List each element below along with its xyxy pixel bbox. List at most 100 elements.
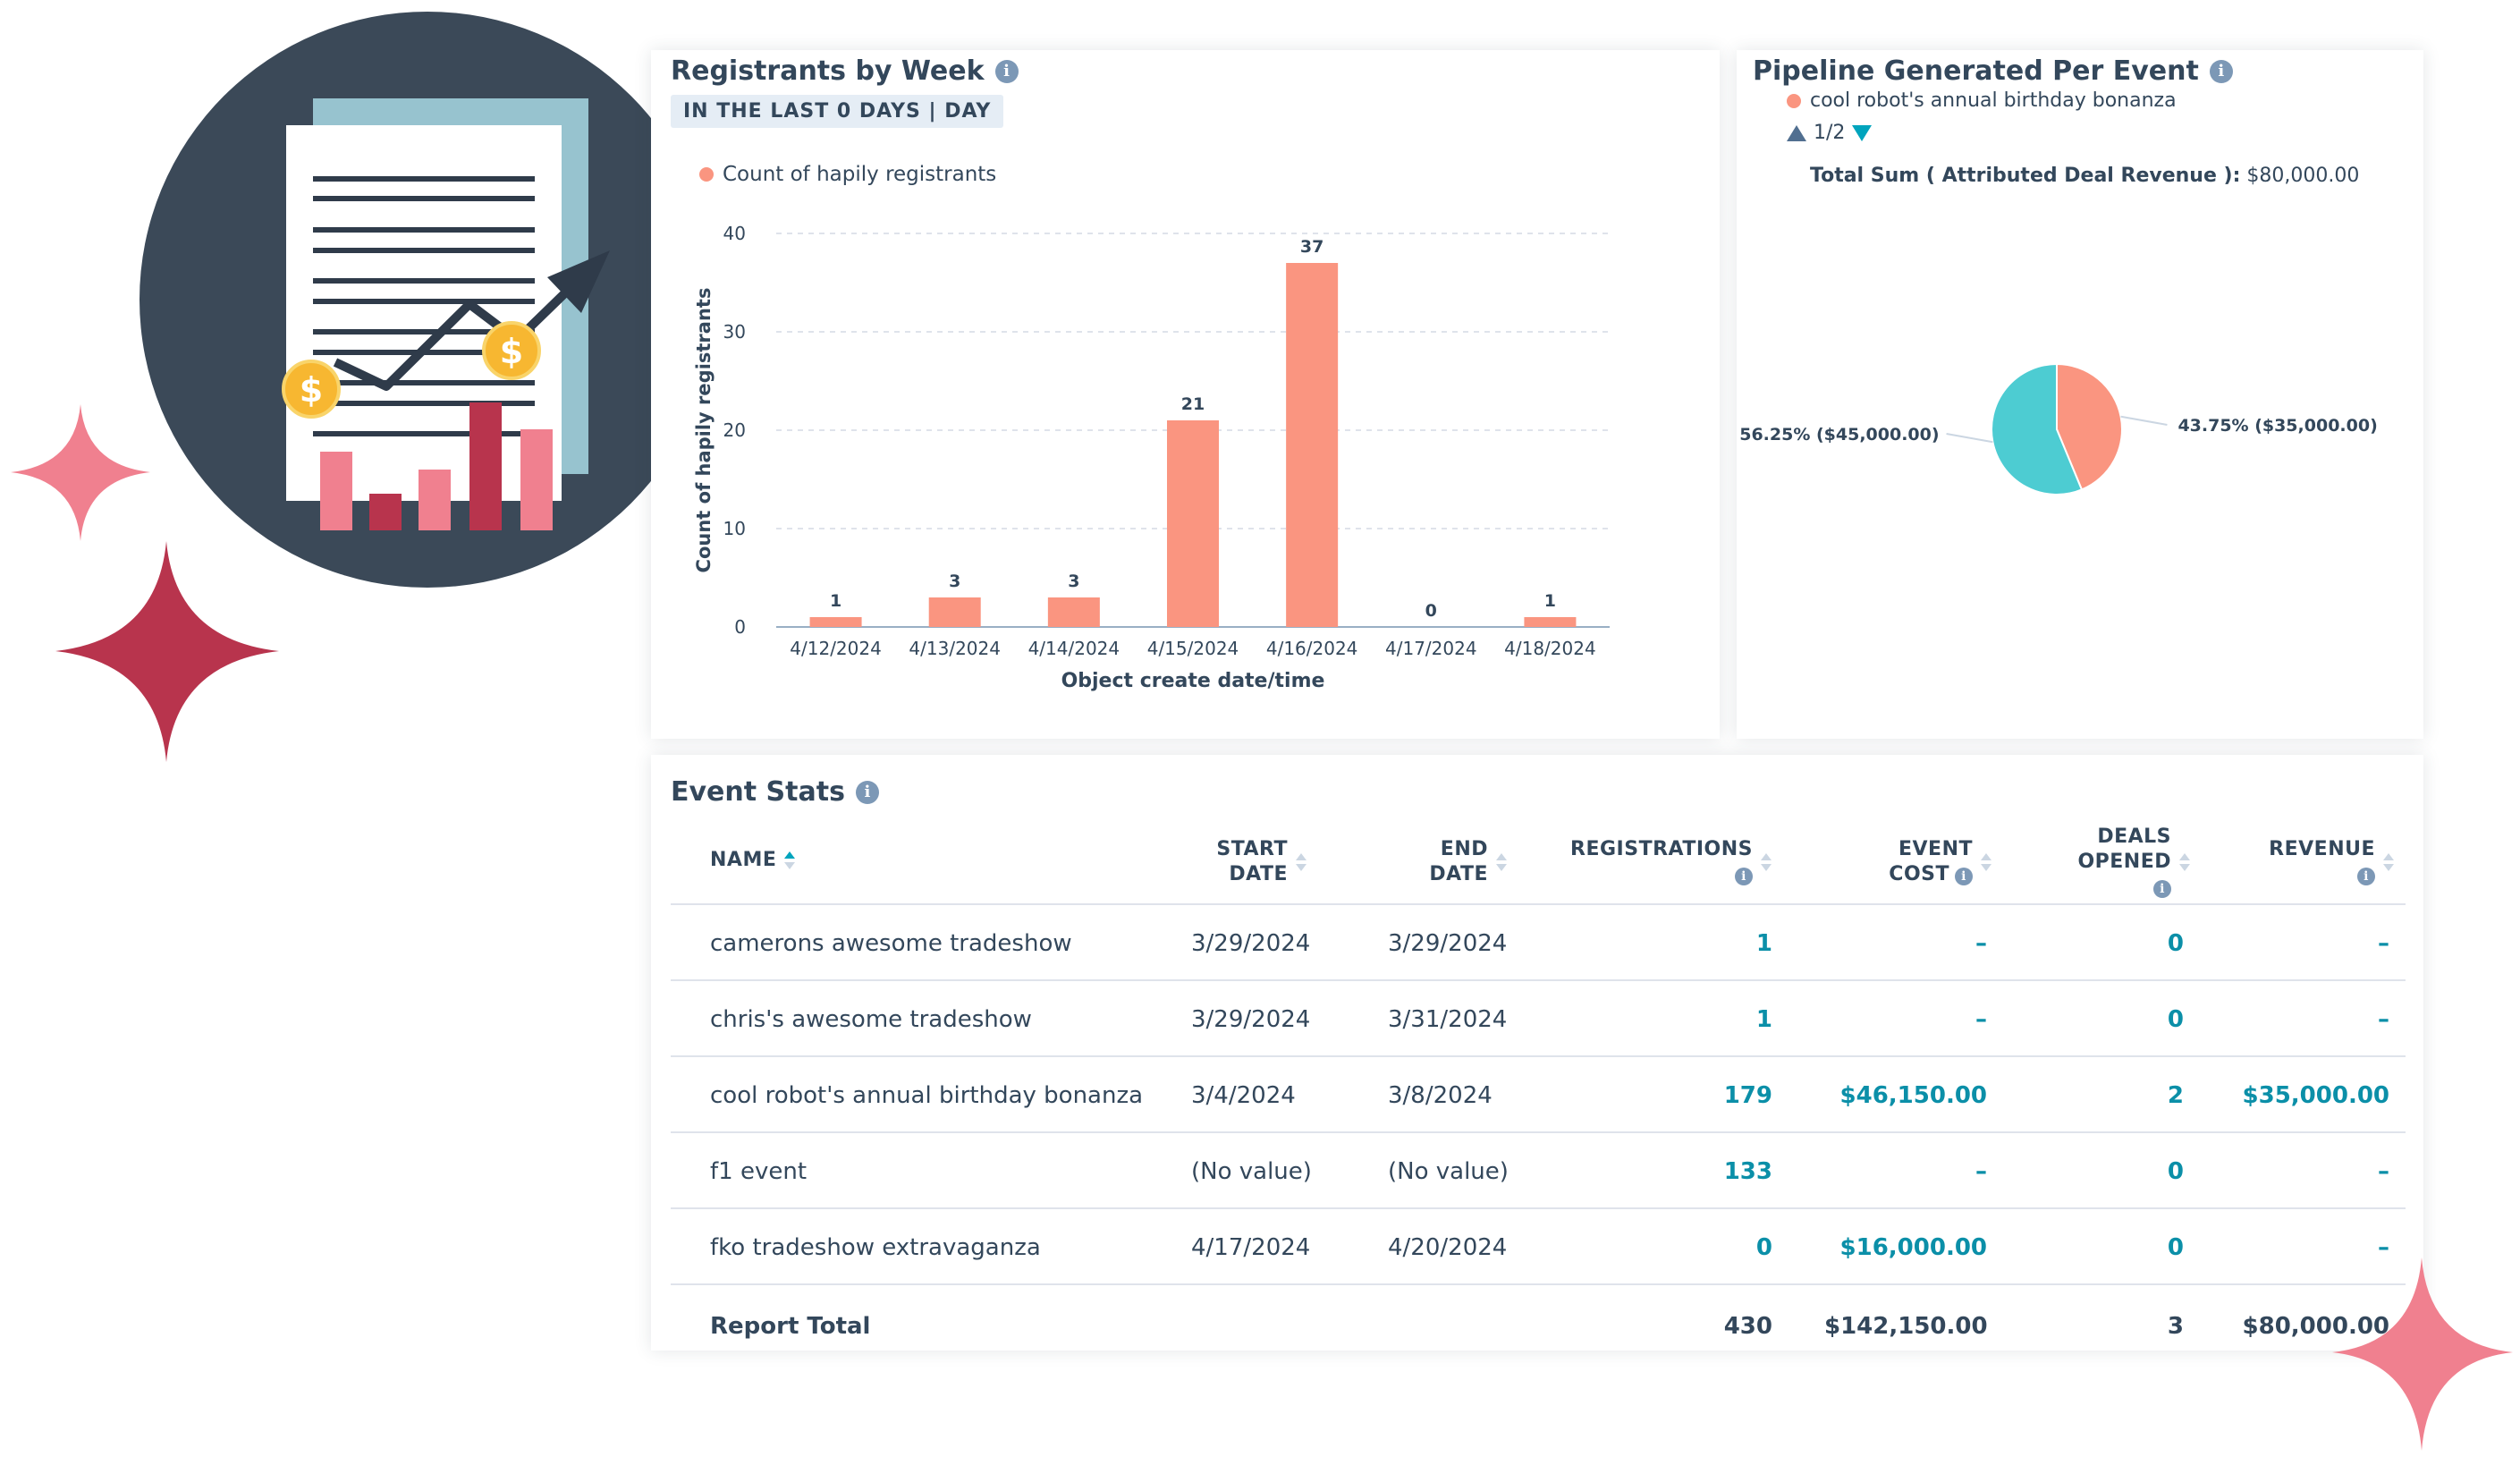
registrations-cell[interactable]: 0 [1755,1234,1772,1261]
registrants-card: Registrants by Week i IN THE LAST 0 DAYS… [651,50,1720,739]
bar-value-label: 0 [1425,601,1437,621]
revenue-cell[interactable]: – [2378,930,2389,957]
event-name-cell[interactable]: f1 event [710,1158,808,1185]
legend-swatch [699,167,714,182]
info-icon[interactable]: i [855,780,879,804]
pager-prev-icon[interactable] [1787,124,1806,141]
info-icon[interactable]: i [2357,868,2375,885]
column-header-cost-label-1: EVENT [1898,838,1973,860]
bar-value-label: 37 [1300,237,1323,257]
revenue-cell[interactable]: $35,000.00 [2242,1082,2389,1109]
pipeline-legend[interactable]: cool robot's annual birthday bonanza [1787,89,2177,112]
column-header-deals-opened[interactable]: DEALS OPENED i [2039,825,2190,900]
end-date-cell: 3/8/2024 [1388,1082,1493,1109]
event-cost-cell[interactable]: $16,000.00 [1839,1234,1987,1261]
pager-next-icon[interactable] [1852,124,1873,141]
document-front [286,125,562,501]
x-tick-label: 4/17/2024 [1385,638,1477,659]
end-date-cell: 3/31/2024 [1388,1006,1508,1033]
info-icon[interactable]: i [2209,59,2233,83]
y-tick-label: 30 [723,321,746,343]
revenue-cell[interactable]: – [2378,1006,2389,1033]
registrations-cell[interactable]: 133 [1723,1158,1772,1185]
event-stats-title: Event Stats i [671,776,879,808]
start-date-cell: (No value) [1191,1158,1312,1185]
pie-slice[interactable] [1991,362,2084,495]
deals-opened-cell[interactable]: 0 [2167,930,2184,957]
registrations-cell[interactable]: 179 [1723,1082,1772,1109]
deals-opened-cell[interactable]: 2 [2167,1082,2184,1109]
y-tick-label: 10 [723,518,746,539]
total-event-cost-cell: $142,150.00 [1824,1313,1988,1340]
event-stats-card [651,755,2423,1351]
column-header-name[interactable]: NAME [710,848,796,873]
info-icon[interactable]: i [1955,868,1973,885]
column-header-event-cost[interactable]: EVENT COST i [1824,837,1991,887]
event-cost-cell[interactable]: – [1975,1158,1987,1185]
revenue-cell[interactable]: – [2378,1158,2389,1185]
chart-bar[interactable] [809,617,862,627]
start-date-cell: 3/29/2024 [1191,930,1311,957]
registrations-cell[interactable]: 1 [1755,930,1772,957]
event-name-cell[interactable]: camerons awesome tradeshow [710,930,1072,957]
column-header-end-date[interactable]: END DATE [1377,837,1507,887]
x-axis-label: Object create date/time [1061,670,1325,692]
registrants-title: Registrants by Week i [671,55,1019,87]
end-date-cell: 4/20/2024 [1388,1234,1508,1261]
column-header-revenue[interactable]: REVENUE i [2218,837,2394,887]
sort-icon[interactable] [1295,851,1307,873]
chart-bar[interactable] [1047,597,1100,627]
start-date-cell: 4/17/2024 [1191,1234,1311,1261]
event-cost-cell[interactable]: – [1975,1006,1987,1033]
chart-bar[interactable] [1524,617,1577,627]
bar-value-label: 21 [1181,394,1205,414]
column-header-registrations[interactable]: REGISTRATIONS i [1556,837,1772,887]
deals-opened-cell[interactable]: 0 [2167,1158,2184,1185]
bar-chart-icon [320,402,553,530]
arrow-head-icon [547,250,610,313]
table-divider [671,1055,2406,1057]
x-tick-label: 4/12/2024 [790,638,882,659]
sort-icon[interactable] [1495,851,1507,873]
bar-value-label: 3 [949,572,960,591]
report-total-label: Report Total [710,1313,871,1340]
info-icon[interactable]: i [994,59,1019,83]
sort-icon[interactable] [2382,851,2394,873]
total-revenue-cell: $80,000.00 [2242,1313,2389,1340]
revenue-cell[interactable]: – [2378,1234,2389,1261]
table-divider [671,979,2406,981]
table-divider [671,1131,2406,1133]
registrants-legend: Count of hapily registrants [699,163,996,186]
event-name-cell[interactable]: fko tradeshow extravaganza [710,1234,1041,1261]
date-range-badge[interactable]: IN THE LAST 0 DAYS | DAY [671,95,1004,128]
event-name-cell[interactable]: chris's awesome tradeshow [710,1006,1032,1033]
column-header-start-date[interactable]: START DATE [1180,837,1307,887]
total-sum-value: $80,000.00 [2246,165,2360,187]
sort-icon[interactable] [1980,851,1991,873]
deals-opened-cell[interactable]: 0 [2167,1006,2184,1033]
svg-text:$: $ [300,370,323,410]
chart-bar[interactable] [1286,263,1339,627]
bar-value-label: 3 [1068,572,1079,591]
y-tick-label: 40 [723,223,746,244]
pie-leader-line [1946,433,1993,444]
x-tick-label: 4/15/2024 [1147,638,1239,659]
x-tick-label: 4/14/2024 [1028,638,1120,659]
sort-ascending-icon[interactable] [783,850,796,871]
info-icon[interactable]: i [2153,880,2171,898]
event-cost-cell[interactable]: $46,150.00 [1839,1082,1987,1109]
pie-slice[interactable] [2056,362,2123,491]
sort-icon[interactable] [2178,851,2190,873]
event-name-cell[interactable]: cool robot's annual birthday bonanza [710,1082,1144,1109]
svg-text:$: $ [500,332,523,371]
info-icon[interactable]: i [1735,868,1753,885]
y-tick-label: 20 [723,419,746,441]
chart-bar[interactable] [928,597,981,627]
event-cost-cell[interactable]: – [1975,930,1987,957]
bar-value-label: 1 [1544,591,1556,611]
registrations-cell[interactable]: 1 [1755,1006,1772,1033]
deals-opened-cell[interactable]: 0 [2167,1234,2184,1261]
bar-value-label: 1 [830,591,841,611]
chart-bar[interactable] [1167,420,1219,627]
sort-icon[interactable] [1760,851,1772,873]
